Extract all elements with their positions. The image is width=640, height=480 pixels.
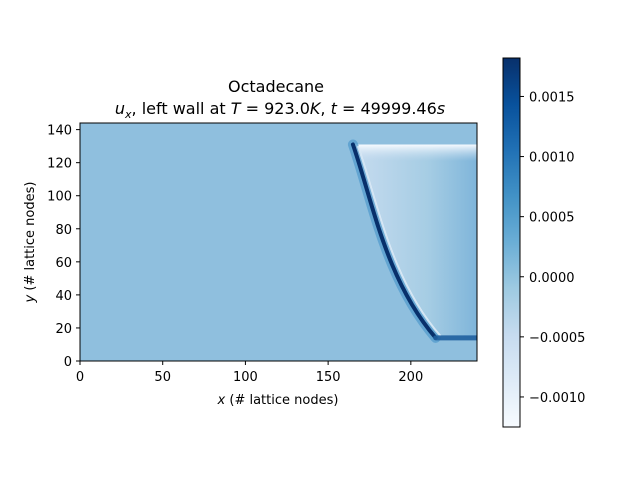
subtitle-time-symbol: t [331, 99, 338, 118]
x-tick-label-1: 50 [154, 370, 171, 385]
y-tick-label-3: 60 [55, 256, 72, 271]
y-tick-label-0: 0 [64, 355, 72, 370]
chart-title: Octadecane [228, 77, 324, 96]
subtitle-temp-symbol: T [231, 99, 242, 118]
heatmap-field [80, 123, 477, 361]
x-tick-label-2: 100 [233, 370, 258, 385]
subtitle-x-subscript: x [124, 108, 132, 121]
colorbar-tick-label-0: 0.0015 [529, 90, 575, 105]
colorbar [502, 57, 521, 428]
x-tick-label-0: 0 [76, 370, 84, 385]
colorbar-tick-label-2: 0.0005 [529, 211, 575, 226]
melt-region [352, 144, 477, 338]
colorbar-tick-label-1: 0.0010 [529, 151, 575, 166]
colorbar-tick-label-5: −0.0010 [529, 391, 585, 406]
y-tick-label-7: 140 [47, 124, 72, 139]
x-axis-label: x (# lattice nodes) [217, 393, 339, 408]
y-tick-label-4: 80 [55, 223, 72, 238]
x-tick-label-3: 150 [316, 370, 341, 385]
subtitle-time-value: = 49999.46 [337, 99, 437, 118]
y-axis-ticks: 0 20 40 60 80 100 120 140 [47, 124, 80, 370]
x-axis-label-text: (# lattice nodes) [225, 393, 338, 408]
subtitle-separator: , [320, 99, 330, 118]
y-tick-label-2: 40 [55, 289, 72, 304]
y-axis-symbol: y [23, 294, 38, 303]
y-axis-label-text: (# lattice nodes) [23, 182, 38, 295]
melt-front-line [350, 142, 438, 340]
colorbar-ticks: 0.0015 0.0010 0.0005 0.0000 −0.0005 −0.0010 [520, 90, 585, 406]
colorbar-tick-label-3: 0.0000 [529, 271, 575, 286]
subtitle-mid-text: , left wall at [132, 99, 231, 118]
colorbar-tick-label-4: −0.0005 [529, 331, 585, 346]
subtitle-u-symbol: u [115, 99, 125, 118]
top-edge-band [352, 144, 477, 162]
plot-frame [79, 122, 478, 362]
y-axis-label: y (# lattice nodes) [23, 182, 38, 304]
x-tick-label-4: 200 [398, 370, 423, 385]
chart-subtitle: ux, left wall at T = 923.0K, t = 49999.4… [115, 99, 445, 121]
y-tick-label-5: 100 [47, 190, 72, 205]
y-tick-label-6: 120 [47, 157, 72, 172]
melt-front-inner-edge [356, 145, 442, 337]
x-axis-ticks: 0 50 100 150 200 [76, 361, 423, 385]
subtitle-time-unit: s [437, 99, 445, 118]
subtitle-temp-unit: K [310, 99, 322, 118]
y-tick-label-1: 20 [55, 322, 72, 337]
x-axis-symbol: x [217, 393, 226, 408]
subtitle-temp-value: = 923.0 [241, 99, 310, 118]
